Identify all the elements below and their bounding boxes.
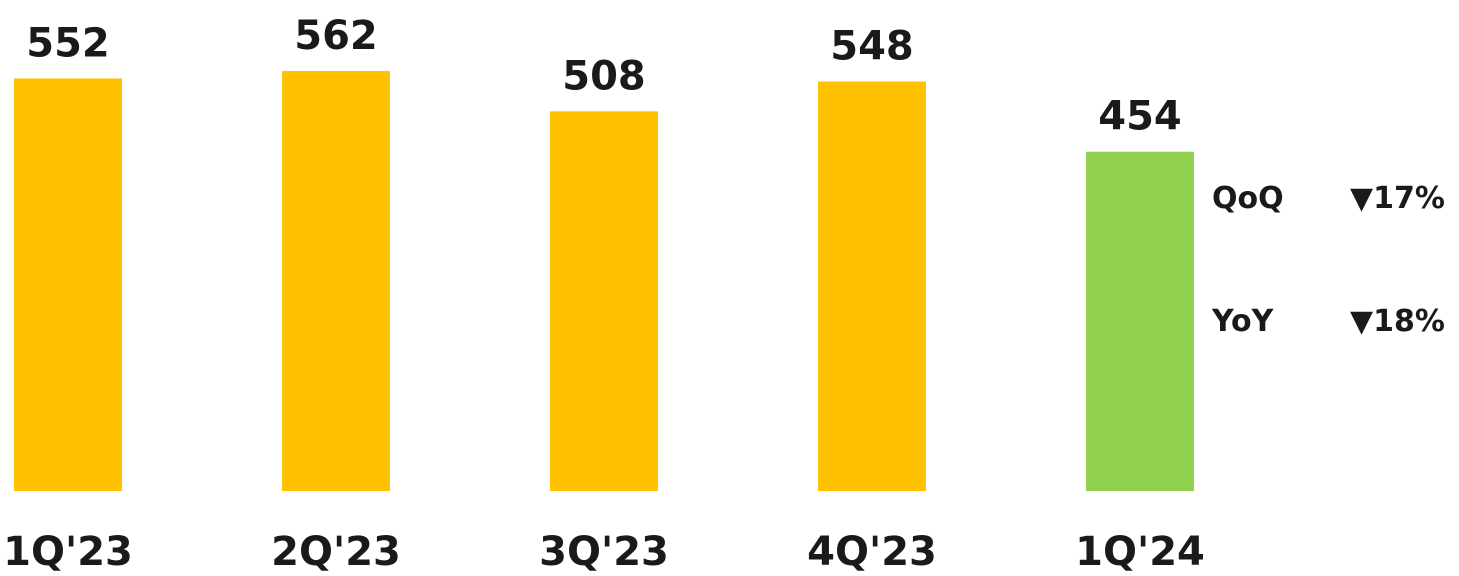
bar-value-label-4: 548 xyxy=(830,23,914,69)
bar-value-label-1: 552 xyxy=(26,20,110,66)
bar-value-label-2: 562 xyxy=(294,13,378,59)
category-label-2: 2Q'23 xyxy=(271,529,401,575)
qoq-label: QoQ xyxy=(1212,181,1284,216)
bar-2 xyxy=(282,71,390,491)
bars-layer xyxy=(14,71,1194,492)
bar-value-label-5: 454 xyxy=(1098,94,1182,140)
value-labels-layer: 552 562 508 548 454 xyxy=(26,13,1182,140)
category-label-3: 3Q'23 xyxy=(539,529,669,575)
bar-3 xyxy=(550,111,658,492)
category-label-1: 1Q'23 xyxy=(3,529,133,575)
yoy-label: YoY xyxy=(1211,304,1275,339)
bar-5 xyxy=(1086,151,1194,492)
bar-4 xyxy=(818,81,926,491)
category-label-4: 4Q'23 xyxy=(807,529,937,575)
yoy-change-value: ▼18% xyxy=(1350,304,1445,339)
bar-value-label-3: 508 xyxy=(562,53,646,99)
category-label-5: 1Q'24 xyxy=(1075,529,1205,575)
qoq-change-value: ▼17% xyxy=(1350,181,1445,216)
bar-1 xyxy=(14,78,122,491)
category-labels-layer: 1Q'23 2Q'23 3Q'23 4Q'23 1Q'24 xyxy=(3,529,1205,575)
annotations-layer: QoQ ▼17% YoY ▼18% xyxy=(1211,181,1445,339)
